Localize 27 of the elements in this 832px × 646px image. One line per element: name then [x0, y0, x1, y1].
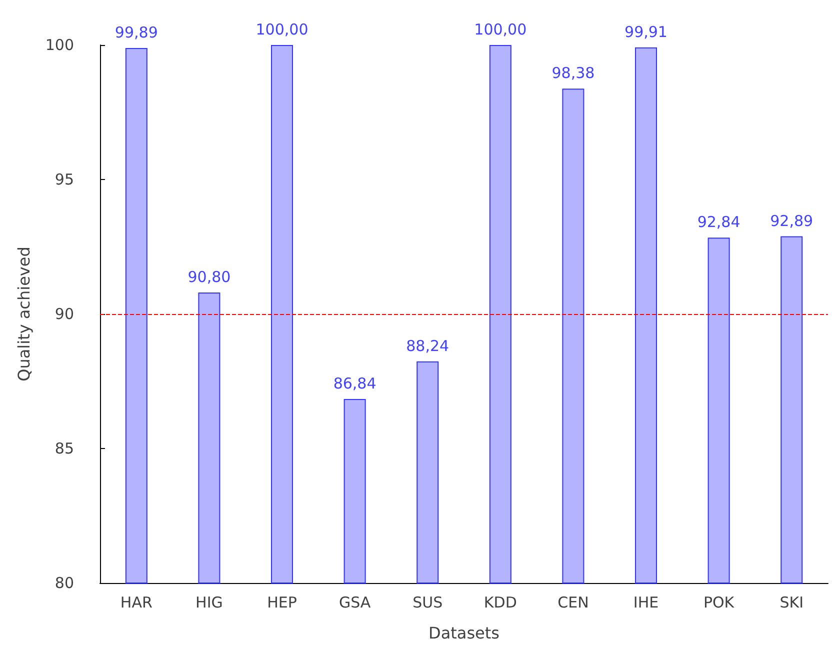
data-label: 90,80: [188, 268, 231, 286]
x-tick-label: POK: [703, 594, 736, 612]
data-label: 100,00: [256, 20, 308, 38]
data-label: 92,89: [770, 212, 814, 230]
data-label: 92,84: [697, 213, 740, 232]
y-tick-label: 90: [54, 305, 74, 323]
data-label: 86,84: [333, 374, 376, 393]
x-tick-label: CEN: [558, 594, 589, 612]
x-axis-title: Datasets: [428, 624, 500, 642]
x-tick-label: SKI: [780, 594, 804, 612]
x-tick-label: KDD: [484, 594, 517, 612]
x-tick-label: HAR: [120, 594, 152, 612]
x-tick-label: HIG: [196, 594, 223, 612]
y-tick-label: 95: [54, 170, 74, 188]
x-tick-label: HEP: [267, 594, 297, 612]
x-tick-label: SUS: [412, 594, 443, 612]
y-tick-label: 85: [54, 440, 74, 458]
data-label: 99,89: [114, 23, 158, 42]
x-tick-label: GSA: [338, 594, 372, 612]
data-label: 98,38: [552, 64, 595, 82]
y-tick-label: 100: [45, 36, 74, 54]
data-label: 88,24: [406, 336, 450, 355]
x-tick-label: IHE: [633, 594, 659, 612]
data-label: 100,00: [474, 20, 527, 38]
y-tick-label: 80: [54, 574, 74, 592]
y-axis-title: Quality achieved: [14, 246, 34, 382]
data-label: 99,91: [624, 22, 668, 41]
